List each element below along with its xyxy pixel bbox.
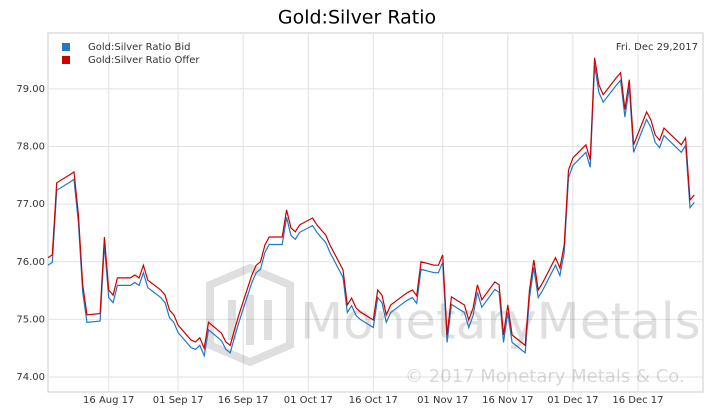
annotation: Fri. Dec 29,2017 bbox=[616, 42, 698, 53]
x-tick-label: 01 Nov 17 bbox=[417, 395, 468, 406]
series-line bbox=[47, 57, 695, 351]
x-tick-label: 16 Dec 17 bbox=[612, 395, 663, 406]
x-tick-label: 01 Oct 17 bbox=[284, 395, 333, 406]
copyright: © 2017 Monetary Metals & Co. bbox=[405, 366, 685, 387]
x-tick-label: 16 Sep 17 bbox=[218, 395, 269, 406]
series-line bbox=[47, 65, 695, 358]
legend-swatch bbox=[62, 56, 70, 64]
legend-label: Gold:Silver Ratio Bid bbox=[88, 42, 190, 53]
y-tick-label: 77.00 bbox=[16, 199, 45, 210]
y-tick-label: 75.00 bbox=[16, 314, 45, 325]
legend-swatch bbox=[62, 43, 70, 51]
legend-label: Gold:Silver Ratio Offer bbox=[88, 55, 200, 66]
watermark-logo bbox=[206, 263, 294, 367]
y-tick-label: 74.00 bbox=[16, 372, 45, 383]
y-tick-label: 78.00 bbox=[16, 142, 45, 153]
x-tick-label: 16 Aug 17 bbox=[83, 395, 134, 406]
x-tick-label: 01 Dec 17 bbox=[547, 395, 598, 406]
chart-title: Gold:Silver Ratio bbox=[278, 7, 436, 29]
x-tick-label: 16 Nov 17 bbox=[482, 395, 533, 406]
y-tick-label: 79.00 bbox=[16, 84, 45, 95]
x-tick-label: 01 Sep 17 bbox=[153, 395, 204, 406]
x-tick-label: 16 Oct 17 bbox=[349, 395, 398, 406]
y-tick-label: 76.00 bbox=[16, 257, 45, 268]
